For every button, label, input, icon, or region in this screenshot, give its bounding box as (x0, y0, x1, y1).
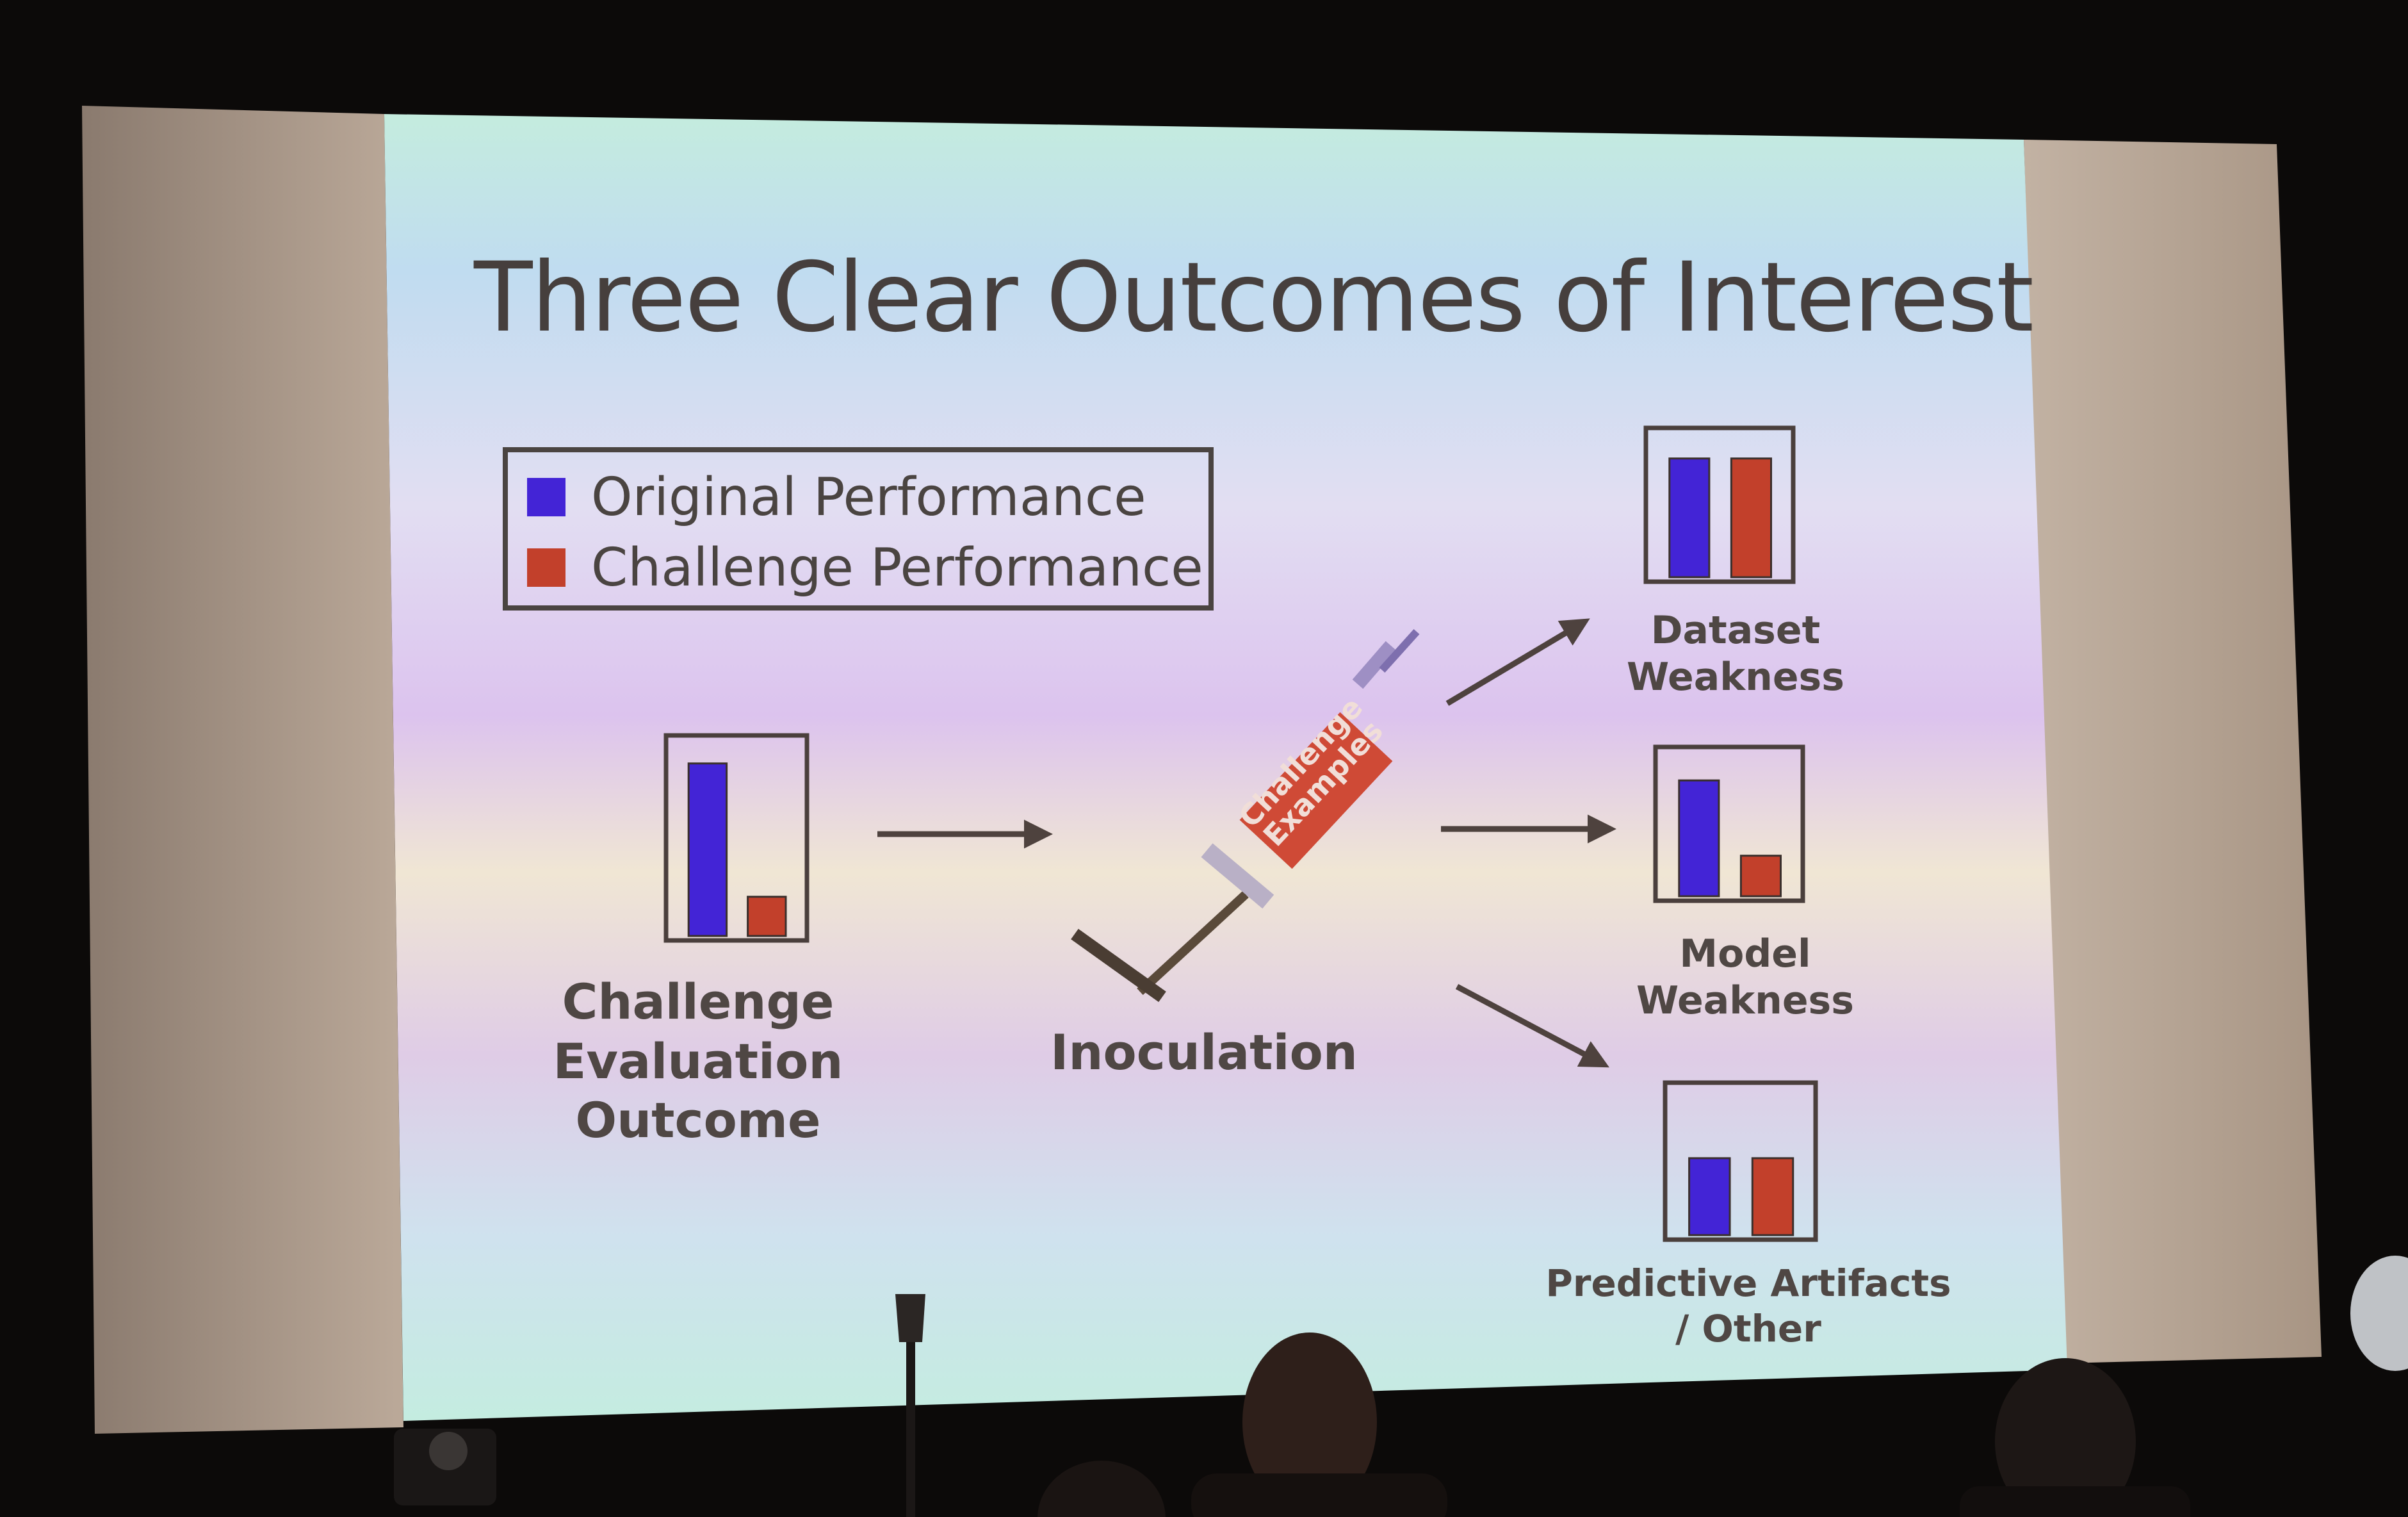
dataset-weakness-label: Dataset Weakness (1627, 608, 1844, 700)
slide-title: Three Clear Outcomes of Interest (474, 242, 2034, 354)
legend: Original Performance Challenge Performan… (503, 447, 1214, 611)
model-weakness-chart-challenge-bar (1739, 855, 1782, 898)
legend-item-original: Original Performance (527, 465, 1146, 529)
arrow-to-predictive-artifacts-icon (1455, 984, 1609, 1068)
predictive-artifacts-chart-frame (1663, 1080, 1818, 1242)
dataset-weakness-chart-frame (1643, 425, 1796, 584)
legend-label-challenge: Challenge Performance (591, 537, 1203, 598)
screen-right-border (2024, 140, 2322, 1363)
diagram-graphics (663, 425, 1818, 1242)
legend-label-original: Original Performance (591, 466, 1146, 528)
challenge-evaluation-chart-original-bar (687, 762, 728, 937)
legend-swatch-challenge (527, 548, 565, 587)
predictive-artifacts-label: Predictive Artifacts / Other (1545, 1261, 1951, 1350)
inoculation-label: Inoculation (1050, 1024, 1358, 1081)
predictive-artifacts-chart-original-bar (1688, 1157, 1731, 1236)
model-weakness-chart-frame (1653, 744, 1805, 903)
slide: Three Clear Outcomes of Interest Origina… (384, 114, 2069, 1421)
audience-silhouettes (394, 1256, 2408, 1517)
model-weakness-chart-original-bar (1678, 779, 1720, 898)
syringe-icon (1071, 628, 1420, 1003)
screen-left-border (82, 106, 403, 1434)
challenge-evaluation-chart-frame (663, 733, 809, 943)
dataset-weakness-chart (1643, 425, 1796, 584)
dataset-weakness-chart-challenge-bar (1730, 457, 1772, 578)
challenge-evaluation-chart (663, 733, 809, 943)
predictive-artifacts-chart (1663, 1080, 1818, 1242)
legend-swatch-original (527, 478, 565, 516)
challenge-evaluation-chart-challenge-bar (747, 896, 787, 937)
challenge-evaluation-label: Challenge Evaluation Outcome (553, 973, 843, 1149)
arrow-to-dataset-weakness-icon (1445, 618, 1590, 706)
predictive-artifacts-chart-challenge-bar (1751, 1157, 1794, 1236)
model-weakness-label: Model Weakness (1636, 931, 1854, 1024)
model-weakness-chart (1653, 744, 1805, 903)
dataset-weakness-chart-original-bar (1668, 457, 1711, 578)
legend-item-challenge: Challenge Performance (527, 536, 1203, 600)
